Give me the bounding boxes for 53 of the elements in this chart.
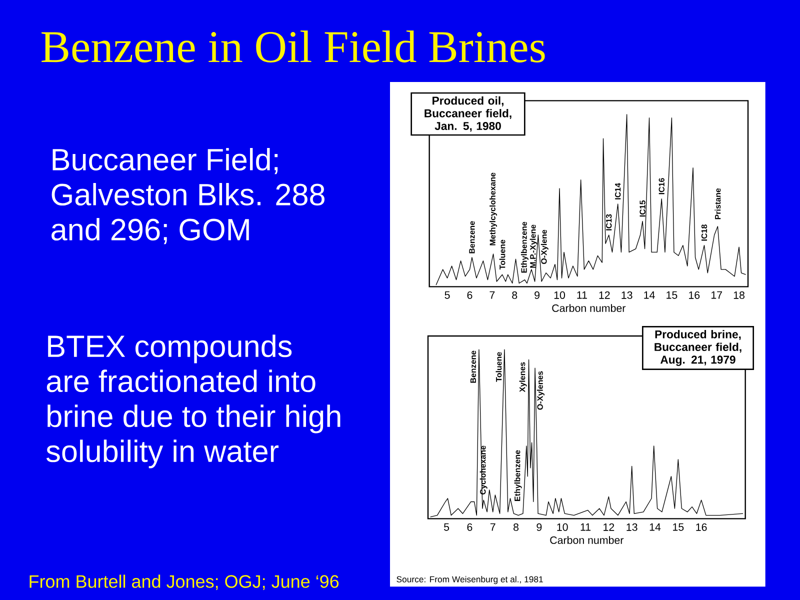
x-tick-label: 7 bbox=[490, 291, 495, 299]
text: Buccaneer Field; Galveston Blks. 288 and 296; GOM bbox=[52, 148, 324, 244]
x-tick-label: 5 bbox=[444, 523, 450, 531]
x-tick-label: 15 bbox=[666, 291, 678, 299]
annotation: IC16 bbox=[658, 178, 664, 194]
x-tick-label: 10 bbox=[557, 523, 568, 531]
annotation: Pristane bbox=[714, 188, 721, 220]
x-tick-label: 13 bbox=[622, 291, 632, 299]
x-tick-label: 13 bbox=[626, 523, 638, 531]
x-tick-label: 18 bbox=[734, 291, 744, 299]
annotation: Methylcyclohexane bbox=[490, 172, 498, 246]
x-tick-label: 9 bbox=[534, 291, 540, 299]
x-tick-label: 6 bbox=[467, 523, 472, 531]
x-tick-label: 17 bbox=[711, 291, 722, 299]
x-tick-label: 11 bbox=[577, 291, 587, 299]
annotation: Ethylbenzene bbox=[514, 450, 522, 501]
x-tick-label: 12 bbox=[599, 291, 610, 299]
annotation: O-Xylenes bbox=[537, 371, 544, 410]
chart-subtitle: Produced brine, Buccaneer field, Aug. 21, 1979 bbox=[654, 330, 742, 366]
x-axis-title: Carbon number bbox=[550, 536, 624, 544]
annotation: M.P.-Xylene bbox=[530, 224, 538, 268]
source-note: Source: From Weisenburg et al., 1981 bbox=[396, 576, 543, 584]
x-tick-label: 9 bbox=[536, 523, 542, 531]
annotation: IC14 bbox=[615, 183, 621, 200]
annotation: Benzene bbox=[470, 350, 476, 383]
chart-subtitle: Produced oil, Buccaneer field, Jan. 5, 1980 bbox=[424, 96, 512, 132]
x-tick-label: 12 bbox=[604, 523, 614, 531]
text: BTEX compounds are fractionated into brine due to their high solubility in water bbox=[46, 334, 340, 468]
x-tick-label: 16 bbox=[696, 523, 707, 531]
chart-title: Benzene in Oil Field Brines bbox=[42, 30, 545, 62]
annotation: O-Xylene bbox=[540, 230, 548, 264]
annotation: Toluene bbox=[496, 352, 502, 382]
x-tick-label: 8 bbox=[514, 523, 519, 531]
x-tick-label: 14 bbox=[650, 523, 661, 531]
x-axis-title: Carbon number bbox=[552, 304, 626, 312]
annotation: Ethylbenzene bbox=[520, 222, 528, 273]
text: From Burtell and Jones; OGJ; June ‘96 bbox=[30, 574, 339, 590]
x-tick-label: 8 bbox=[512, 291, 518, 299]
x-tick-label: 5 bbox=[444, 291, 450, 299]
x-tick-label: 15 bbox=[673, 523, 684, 531]
annotation: Xylenes bbox=[519, 362, 527, 392]
x-tick-label: 16 bbox=[689, 291, 700, 299]
x-tick-label: 6 bbox=[467, 291, 472, 299]
x-tick-label: 11 bbox=[580, 523, 591, 531]
x-tick-label: 14 bbox=[644, 291, 655, 299]
x-tick-label: 10 bbox=[554, 291, 566, 299]
annotation: IC18 bbox=[701, 224, 708, 241]
annotation: Cyclohexane bbox=[480, 446, 488, 494]
annotation: IC15 bbox=[640, 200, 646, 217]
x-tick-label: 7 bbox=[490, 523, 496, 531]
annotation: Toluene bbox=[499, 240, 506, 270]
annotation: IC13 bbox=[606, 214, 612, 230]
annotation: Benzene bbox=[469, 221, 475, 254]
